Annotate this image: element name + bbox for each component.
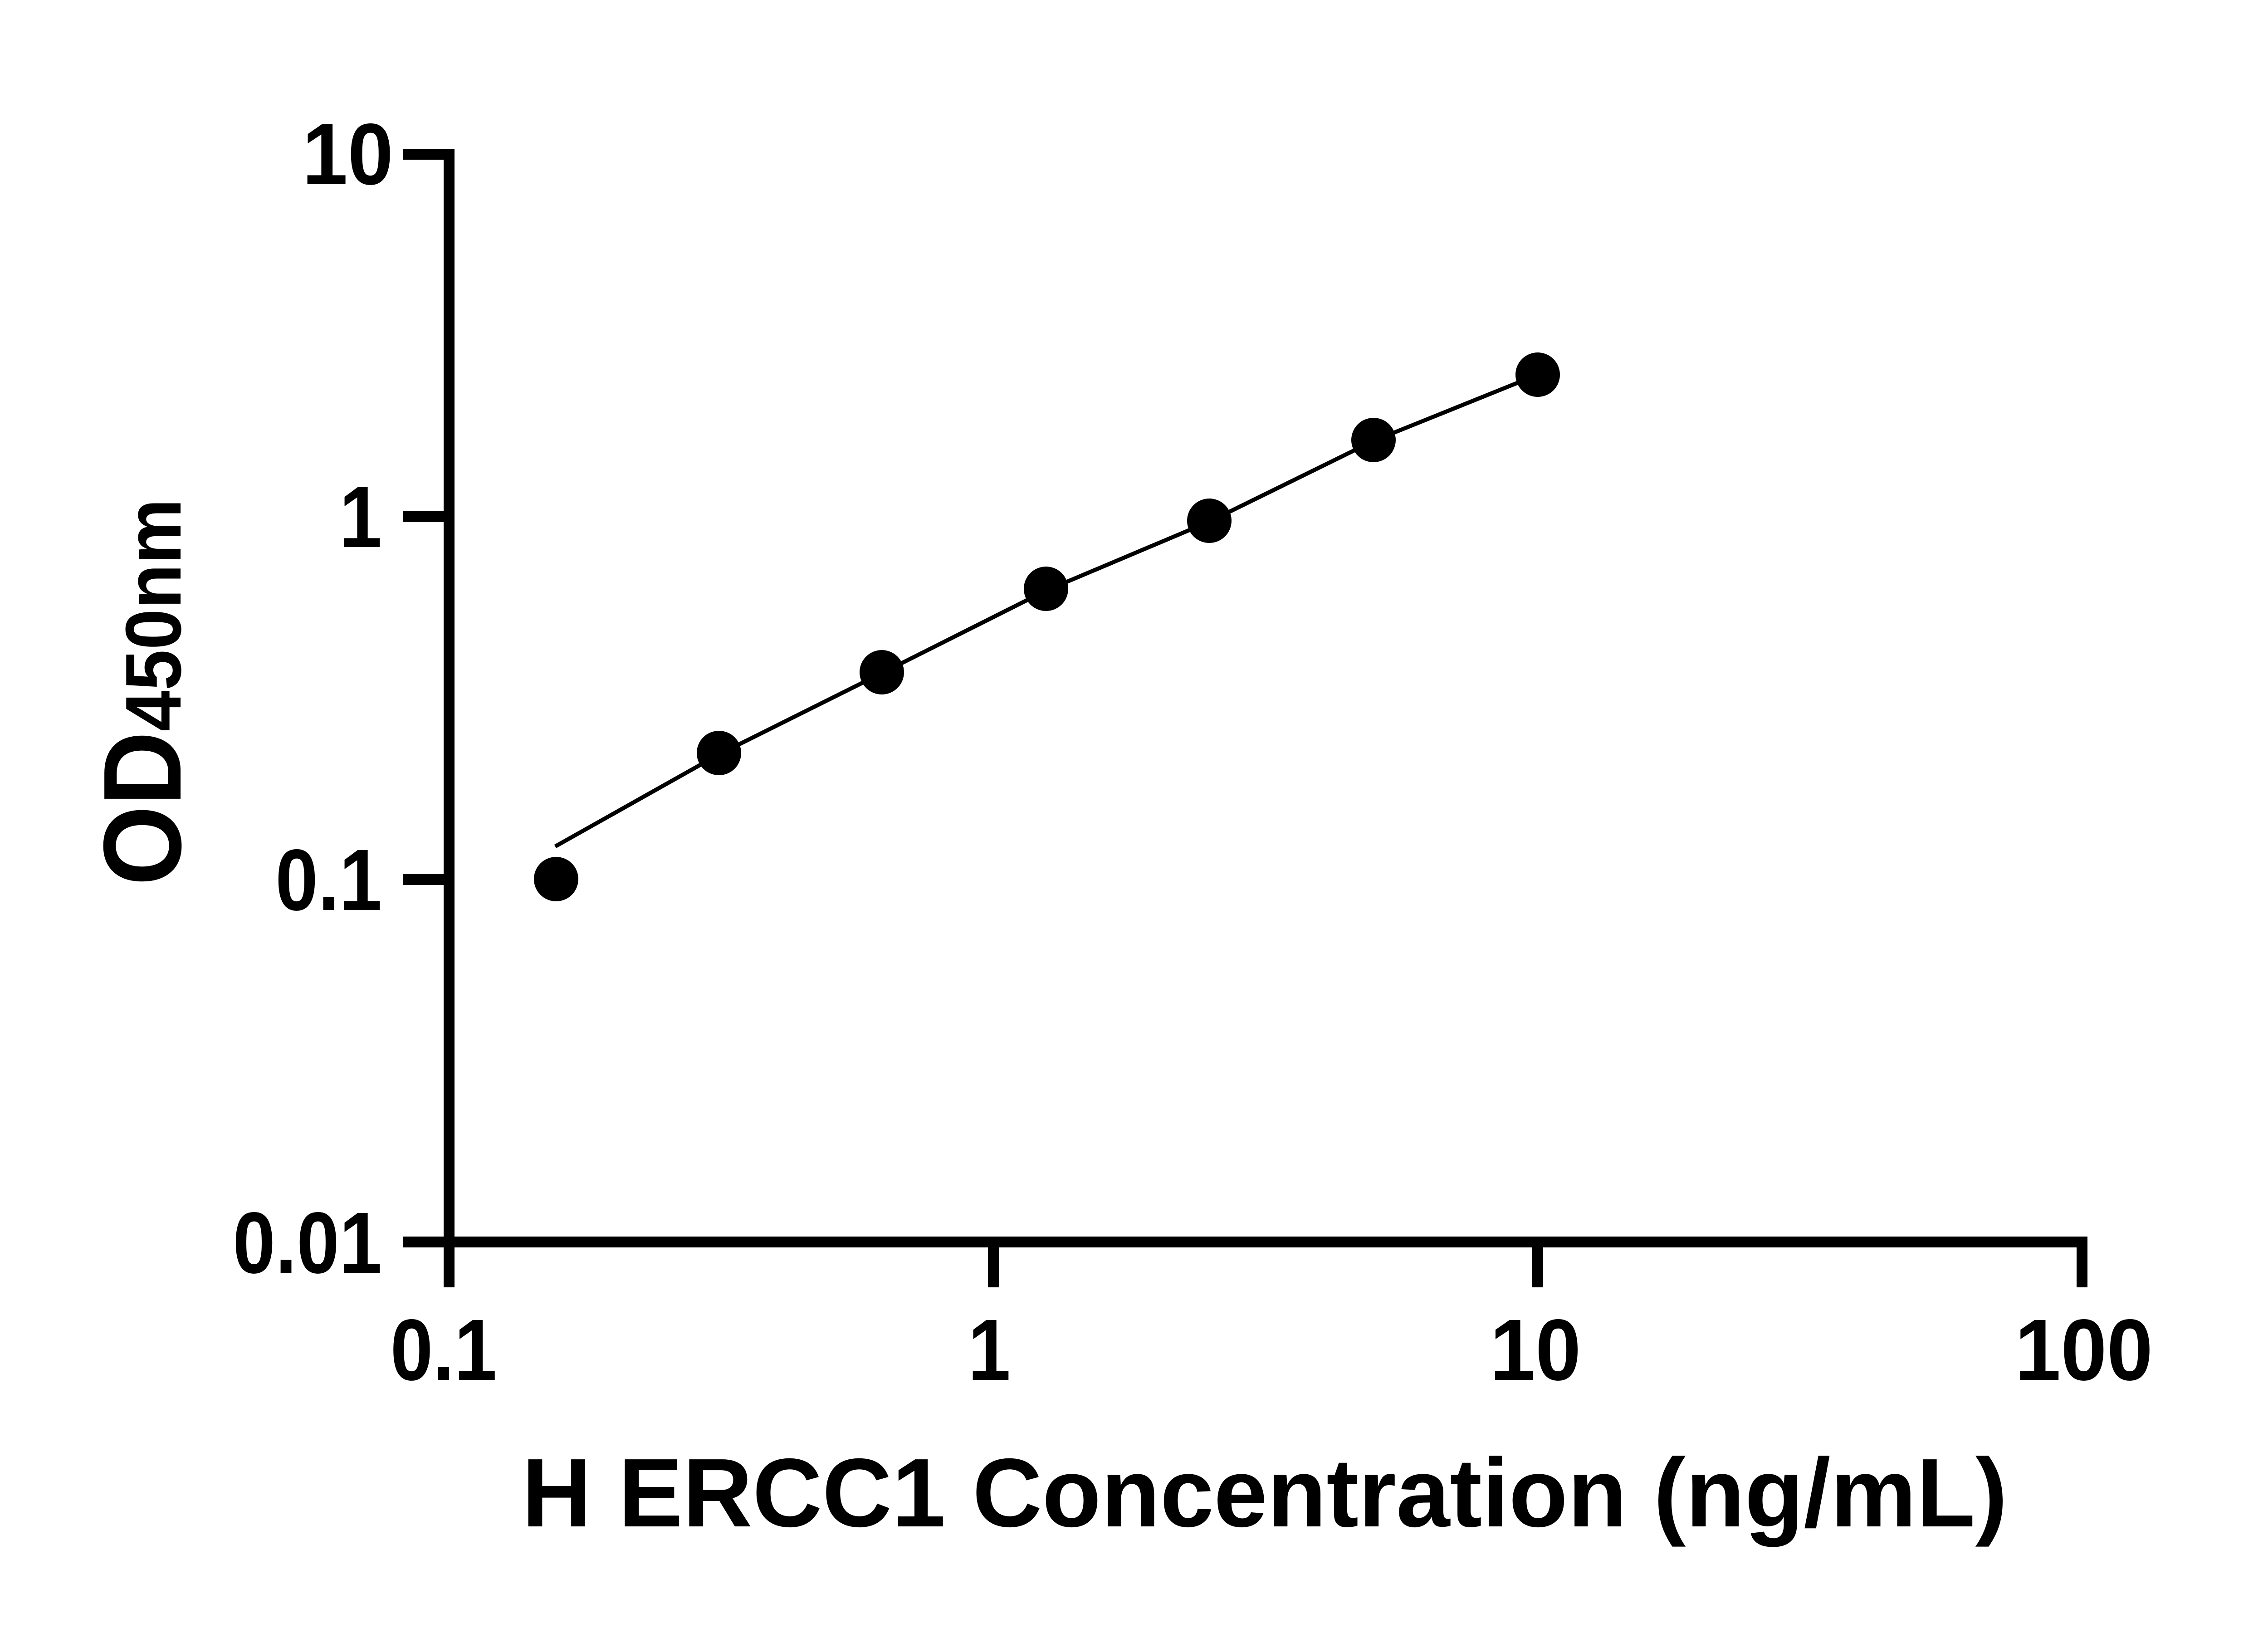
svg-text:1: 1: [339, 469, 382, 566]
svg-text:H ERCC1 Concentration (ng/mL): H ERCC1 Concentration (ng/mL): [522, 1438, 2007, 1547]
svg-text:0.1: 0.1: [275, 831, 382, 929]
svg-text:100: 100: [2015, 1301, 2153, 1398]
svg-text:0.01: 0.01: [233, 1194, 382, 1291]
svg-text:0.1: 0.1: [391, 1301, 497, 1398]
svg-text:1: 1: [968, 1301, 1011, 1398]
svg-text:10: 10: [302, 106, 393, 203]
svg-text:10: 10: [1490, 1301, 1581, 1398]
